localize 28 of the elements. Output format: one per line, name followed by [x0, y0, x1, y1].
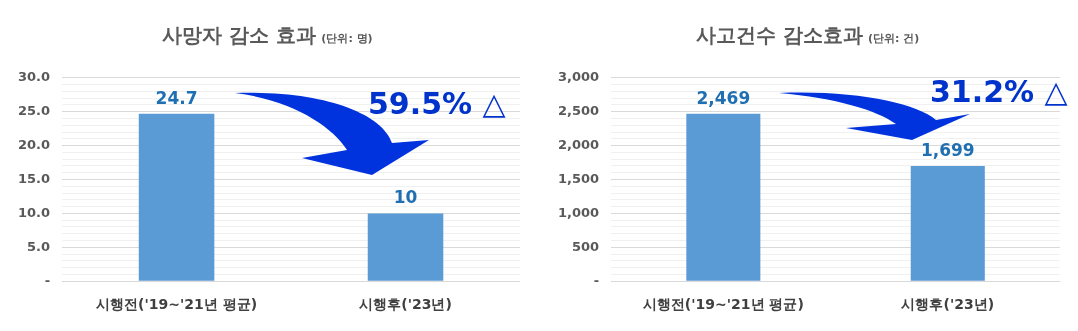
y-tick-label: - — [44, 272, 51, 288]
data-label: 1,699 — [920, 139, 975, 160]
y-tick-label: 2,000 — [558, 136, 600, 152]
y-tick-label: 10.0 — [18, 204, 51, 220]
y-tick-label: 5.0 — [27, 238, 51, 254]
data-label: 24.7 — [155, 87, 198, 108]
chart-title: 사망자 감소 효과 — [162, 23, 317, 47]
x-tick-label: 시행전('19~'21년 평균) — [642, 296, 804, 313]
y-tick-label: 1,000 — [558, 204, 600, 220]
y-tick-label: 30.0 — [18, 69, 51, 85]
annotation: 59.5% △ — [368, 86, 506, 121]
x-tick-label: 시행후('23년) — [359, 296, 452, 313]
chart-subtitle: (단위: 건) — [867, 32, 920, 45]
y-tick-label: 20.0 — [18, 136, 51, 152]
y-tick-label: 3,000 — [558, 69, 600, 85]
annotation: 31.2% △ — [930, 74, 1068, 109]
chart-subtitle: (단위: 명) — [321, 32, 373, 45]
y-tick-label: 25.0 — [18, 103, 51, 119]
y-tick-label: 500 — [571, 238, 600, 254]
y-tick-label: 2,500 — [558, 103, 600, 119]
data-label: 2,469 — [696, 87, 751, 108]
x-tick-label: 시행전('19~'21년 평균) — [96, 296, 258, 313]
chart-title: 사고건수 감소효과 — [695, 23, 863, 47]
y-tick-label: 15.0 — [18, 170, 51, 186]
y-tick-label: - — [593, 272, 600, 288]
y-tick-label: 1,500 — [558, 170, 600, 186]
x-tick-label: 시행후('23년) — [901, 296, 995, 313]
data-label: 10 — [393, 187, 418, 208]
